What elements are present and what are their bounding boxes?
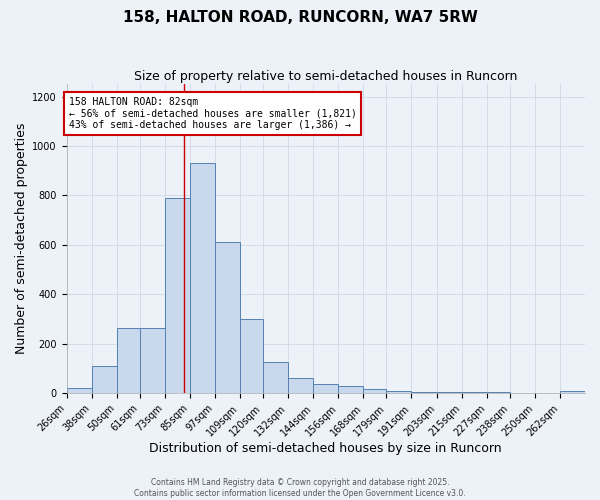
Bar — [92, 366, 116, 393]
Bar — [560, 391, 585, 393]
Text: Contains HM Land Registry data © Crown copyright and database right 2025.
Contai: Contains HM Land Registry data © Crown c… — [134, 478, 466, 498]
Text: 158 HALTON ROAD: 82sqm
← 56% of semi-detached houses are smaller (1,821)
43% of : 158 HALTON ROAD: 82sqm ← 56% of semi-det… — [68, 96, 356, 130]
Bar — [263, 362, 288, 393]
Bar — [116, 328, 140, 393]
Text: 158, HALTON ROAD, RUNCORN, WA7 5RW: 158, HALTON ROAD, RUNCORN, WA7 5RW — [122, 10, 478, 25]
X-axis label: Distribution of semi-detached houses by size in Runcorn: Distribution of semi-detached houses by … — [149, 442, 502, 455]
Bar — [487, 392, 510, 393]
Bar — [190, 164, 215, 393]
Bar — [412, 392, 437, 393]
Bar — [165, 198, 190, 393]
Bar — [338, 386, 364, 393]
Bar — [437, 392, 461, 393]
Bar — [386, 391, 412, 393]
Bar — [67, 388, 92, 393]
Bar — [240, 319, 263, 393]
Bar — [288, 378, 313, 393]
Bar — [461, 392, 487, 393]
Bar — [364, 390, 386, 393]
Title: Size of property relative to semi-detached houses in Runcorn: Size of property relative to semi-detach… — [134, 70, 517, 83]
Y-axis label: Number of semi-detached properties: Number of semi-detached properties — [15, 123, 28, 354]
Bar — [313, 384, 338, 393]
Bar — [215, 242, 240, 393]
Bar — [140, 328, 165, 393]
